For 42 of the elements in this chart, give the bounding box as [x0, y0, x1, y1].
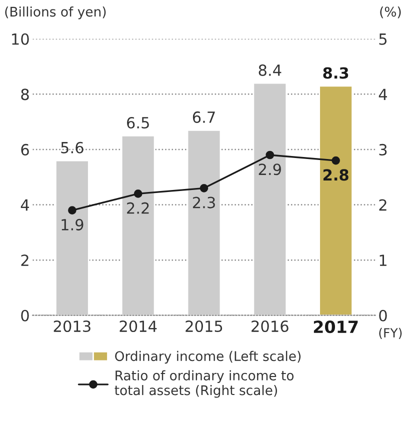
point [266, 150, 274, 160]
bar [252, 82, 288, 316]
point [200, 184, 208, 192]
y-axis-title: (Billions of yen) [5, 6, 106, 20]
data-label: 2.2 [127, 202, 149, 214]
y2-tick-label: 2 [379, 199, 386, 211]
bar [318, 85, 353, 316]
data-label: 2.3 [192, 196, 215, 208]
x-tick-label: 2017 [314, 320, 358, 334]
y2-tick-label: 4 [378, 88, 387, 100]
y-tick-label: 4 [20, 199, 30, 211]
y-tick-label: 0 [21, 310, 29, 322]
data-label: 8.4 [258, 64, 282, 76]
data-label: 6.5 [127, 116, 149, 129]
y2-tick-label: 3 [379, 144, 387, 156]
point [68, 206, 76, 214]
bar [55, 160, 90, 316]
y-tick-label: 10 [12, 33, 29, 45]
data-label: 6.7 [192, 111, 215, 123]
y2-axis-title: (%) [380, 6, 401, 18]
point [332, 156, 340, 165]
x-tick-label: 2015 [186, 320, 222, 332]
y-tick-label: 6 [21, 144, 29, 156]
bar [186, 129, 222, 316]
data-label: 5.6 [61, 142, 84, 154]
y2-tick-label: 0 [379, 310, 387, 322]
x-tick-label: 2014 [120, 320, 157, 332]
data-label: 2.8 [323, 169, 348, 181]
point [134, 190, 142, 198]
legend-label: Ordinary income (Left scale) [115, 350, 301, 364]
data-label: 1.9 [62, 218, 84, 230]
x-tick-label: 2016 [252, 320, 288, 332]
y2-tick-label: 5 [379, 34, 387, 45]
legend-label: Ratio of ordinary income to total assets (Right scale) [114, 370, 294, 398]
y2-tick-label: 1 [380, 254, 386, 266]
y-tick-label: 2 [21, 254, 28, 266]
y-tick-label: 8 [21, 88, 29, 100]
bar [120, 134, 156, 316]
data-label: 8.3 [323, 67, 348, 79]
x-tick-label: 2013 [54, 320, 90, 332]
data-label: 2.9 [258, 164, 281, 176]
x-axis-title: (FY) [379, 328, 402, 340]
